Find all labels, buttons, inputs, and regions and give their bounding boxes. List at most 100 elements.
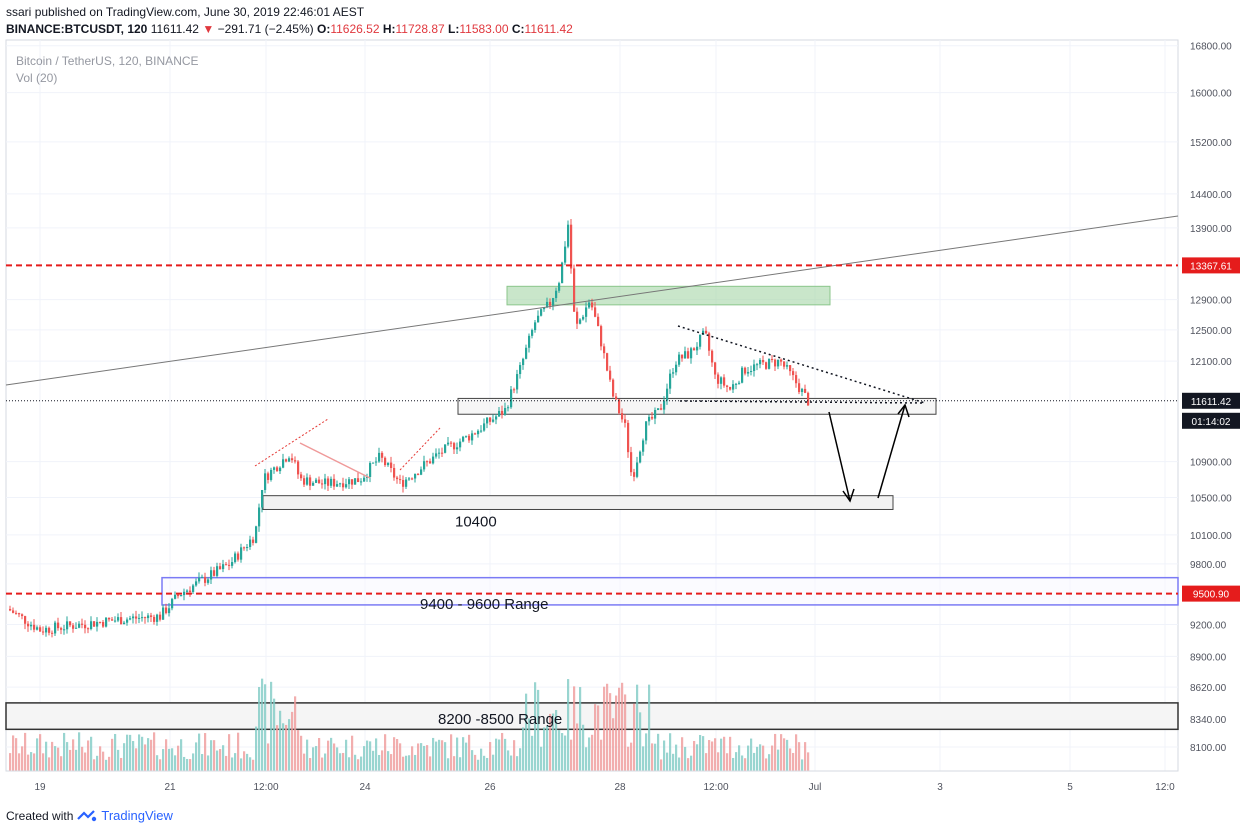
y-tick-label: 9800.00 [1190,560,1227,571]
volume-bar [540,746,543,771]
volume-bar [483,755,486,771]
volume-bar [759,744,762,771]
candle-body [267,473,270,480]
candle-body [204,576,207,583]
volume-bar [75,749,78,771]
publish-line: ssari published on TradingView.com, June… [6,4,573,21]
candle-body [516,374,519,390]
volume-bar [441,740,444,771]
candle-body [303,478,306,485]
volume-bar [252,759,255,771]
candle-body [483,423,486,431]
volume-bar [429,756,432,771]
down-arrow-icon: ▼ [202,22,215,36]
volume-bar [315,746,318,771]
candle-body [429,461,432,464]
volume-bar [381,750,384,771]
volume-bar [771,745,774,771]
volume-bar [594,704,597,771]
candle-body [372,462,375,464]
candle-body [198,577,201,582]
y-tick-label: 8340.00 [1190,715,1227,726]
candle-body [141,617,144,619]
candle-body [306,477,309,485]
volume-bar [492,754,495,771]
candle-body [348,479,351,485]
volume-bar [432,737,435,771]
candle-body [252,539,255,543]
candle-body [597,316,600,327]
candle-body [120,617,123,625]
volume-bar [186,758,189,771]
volume-bar [756,746,759,771]
candle-body [606,353,609,371]
candle-body [774,359,777,367]
candle-body [333,478,336,487]
candle-body [123,622,126,625]
candle-body [21,614,24,617]
volume-bar [582,724,585,771]
volume-bar [723,736,726,771]
candle-body [408,478,411,480]
volume-bar [678,757,681,771]
volume-bar [372,750,375,771]
volume-bar [285,724,288,771]
candle-body [438,452,441,454]
volume-bar [474,754,477,771]
volume-bar [717,752,720,771]
candle-body [156,614,159,622]
annotation-9400-9600: 9400 - 9600 Range [420,596,548,613]
candle-body [657,408,660,410]
volume-bar [348,757,351,771]
volume-bar [228,734,231,771]
volume-bar [78,732,81,771]
candle-body [72,625,75,629]
candle-body [741,367,744,383]
flag-line [254,418,329,467]
volume-bar [618,687,621,771]
volume-bar [498,739,501,771]
volume-bar [45,741,48,771]
candle-body [489,417,492,422]
candle-body [762,359,765,363]
price-change: −291.71 (−2.45%) [217,22,314,36]
candle-body [756,364,759,366]
candle-body [525,347,528,359]
triangle-upper-line [677,325,926,404]
volume-bar [693,740,696,771]
candle-body [798,383,801,393]
author-name[interactable]: ssari [6,5,32,19]
volume-bar [42,753,45,771]
volume-bar [696,744,699,771]
candle-body [402,480,405,487]
candle-body [702,330,705,335]
candle-body [147,615,150,619]
volume-bar [645,733,648,771]
candle-body [564,246,567,263]
candle-body [573,268,576,312]
price-axis: 16800.00 16000.00 15200.00 14400.00 13900.00… [1182,42,1240,754]
candle-body [18,613,21,615]
candle-body [96,621,99,627]
volume-bar [774,733,777,771]
candle-body [795,375,798,384]
candle-body [279,467,282,472]
candle-body [345,484,348,488]
candle-body [318,479,321,484]
candle-body [765,362,768,369]
volume-bar [87,740,90,771]
candle-body [300,474,303,479]
volume-bar [66,742,69,771]
price-badge [1182,257,1240,274]
x-tick-label: 3 [937,782,943,793]
volume-bar [507,750,510,771]
candle-body [126,619,129,623]
volume-bar [117,749,120,771]
volume-bar [753,752,756,771]
candle-body [360,481,363,483]
volume-bar [63,732,66,771]
volume-bar [99,746,102,771]
y-tick-label: 8620.00 [1190,683,1227,694]
footer-brand[interactable]: TradingView [101,808,173,823]
